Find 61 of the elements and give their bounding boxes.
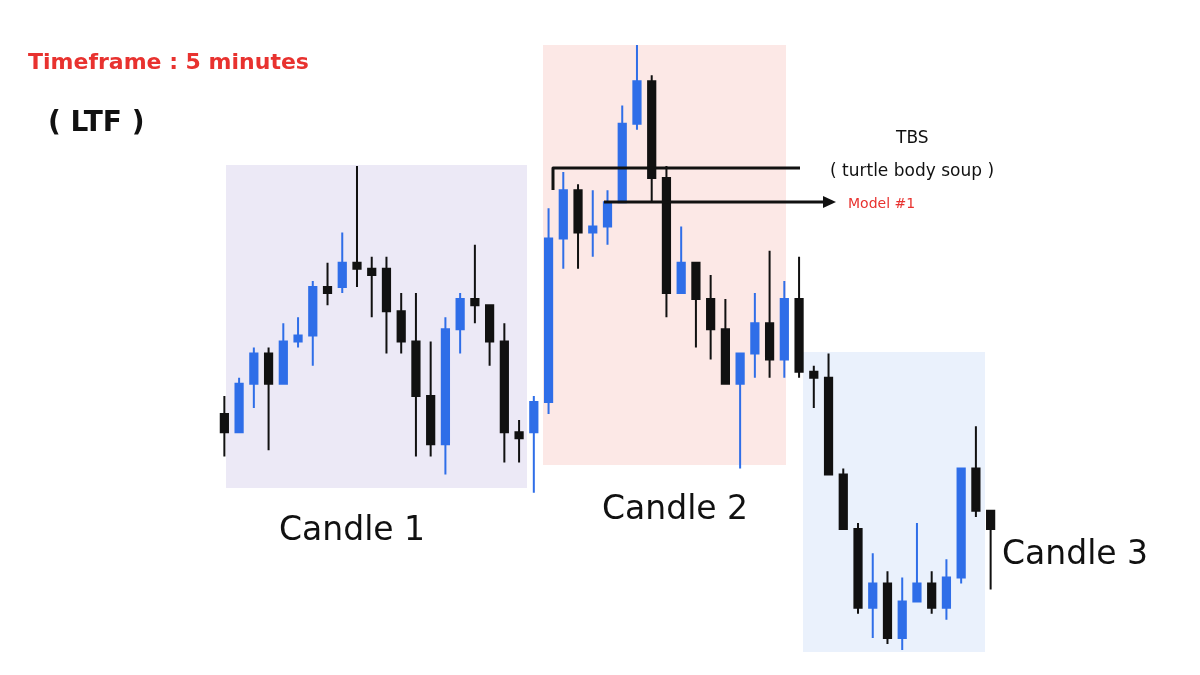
candlestick (764, 249, 775, 379)
candlestick (617, 104, 627, 204)
candlestick (868, 552, 878, 639)
annotation: ( turtle body soup ) (830, 160, 995, 180)
candlestick (897, 576, 907, 651)
text: Candle 3 (1002, 533, 1149, 572)
candlestick (573, 183, 583, 270)
candlestick (941, 558, 952, 621)
candlestick (543, 207, 554, 416)
annotation: Candle 1 (279, 509, 426, 548)
candlestick (278, 322, 288, 385)
candlestick (249, 346, 259, 409)
candlestick (470, 243, 480, 325)
candlestick (647, 74, 657, 204)
candlestick (588, 189, 598, 258)
candlestick (691, 261, 701, 349)
candlestick (676, 225, 686, 295)
candlestick (322, 261, 333, 307)
candlestick (352, 165, 362, 288)
annotation: Model #1 (848, 195, 916, 211)
candlestick (750, 292, 760, 379)
candlestick (558, 171, 568, 270)
candlestick (971, 425, 981, 518)
candlestick (529, 394, 539, 494)
candlestick (485, 304, 495, 367)
candlestick (396, 292, 406, 355)
candlestick (853, 521, 863, 615)
candlestick (809, 364, 819, 409)
candlestick (956, 467, 966, 585)
candlestick (367, 255, 377, 319)
candlestick (426, 340, 436, 458)
candlestick (411, 292, 421, 458)
candlestick (661, 165, 672, 319)
candlestick (602, 189, 613, 246)
candlestick (381, 255, 392, 355)
candlestick (927, 570, 937, 615)
candlestick (308, 279, 318, 367)
candlestick (514, 419, 524, 464)
candlestick (986, 509, 996, 591)
candlestick (219, 394, 229, 458)
candlestick (912, 521, 922, 603)
candlestick (823, 352, 834, 476)
candlestick (794, 255, 804, 379)
candlestick (720, 298, 730, 385)
candlestick (838, 467, 848, 530)
candlestick (706, 273, 716, 361)
candlestick (293, 316, 303, 349)
text: ( LTF ) (48, 105, 145, 138)
annotation: Candle 2 (602, 488, 749, 527)
candlestick (735, 352, 745, 470)
chart-title: Timeframe : 5 minutes (28, 49, 309, 74)
candlestick (455, 292, 465, 355)
candlestick (440, 316, 451, 476)
candlestick (234, 376, 244, 434)
candlestick (632, 44, 642, 131)
candlestick (882, 570, 893, 645)
candlestick (499, 322, 509, 464)
candlestick (263, 346, 274, 452)
annotation: TBS (895, 127, 929, 147)
candlestick (337, 231, 347, 295)
candlestick (779, 279, 789, 379)
